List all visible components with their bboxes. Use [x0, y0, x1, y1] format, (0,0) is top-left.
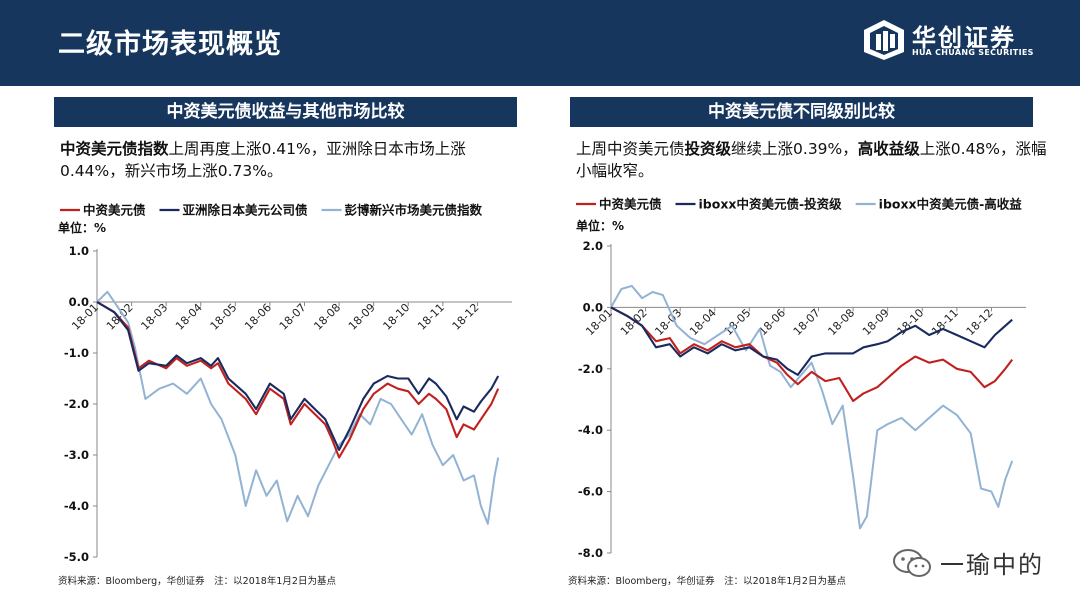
y-tick-label-0: 2.0 — [583, 239, 603, 253]
left-footnote: 资料来源：Bloomberg，华创证券 注：以2018年1月2日为基点 — [58, 576, 336, 587]
x-tick-label-7: 18-08 — [311, 301, 343, 333]
x-tick-label-6: 18-07 — [791, 306, 823, 338]
x-tick-label-2: 18-03 — [138, 301, 170, 333]
left-panel-description: 中资美元债指数上周再度上涨0.41%，亚洲除日本市场上涨0.44%，新兴市场上涨… — [60, 138, 520, 182]
y-tick-label-1: 0.0 — [69, 295, 89, 309]
right-desc-part-1: 上周中资美元债 — [576, 140, 685, 158]
y-tick-label-2: -1.0 — [64, 346, 89, 360]
y-tick-label-3: -2.0 — [64, 397, 89, 411]
series-line-1 — [610, 306, 1013, 376]
x-tick-label-8: 18-09 — [346, 301, 378, 333]
x-tick-label-4: 18-05 — [722, 306, 754, 338]
legend-label-2: iboxx中资美元债-高收益 — [879, 197, 1023, 212]
right-desc-bold-1: 投资级 — [684, 140, 732, 158]
y-tick-label-0: 1.0 — [69, 244, 89, 258]
series-line-1 — [96, 301, 500, 451]
x-tick-label-11: 18-12 — [964, 306, 996, 338]
logo-cube-icon — [864, 20, 904, 60]
watermark-text: 一瑜中的 — [940, 551, 1044, 579]
right-desc-bold-2: 高收益级 — [857, 140, 920, 158]
right-desc-part-2: 继续上涨0.39%， — [731, 140, 858, 158]
y-tick-label-5: -8.0 — [578, 546, 603, 560]
right-desc-part-3: 上涨0.48%，涨幅小幅收窄。 — [576, 140, 1047, 180]
right-panel-description: 上周中资美元债投资级继续上涨0.39%，高收益级上涨0.48%，涨幅小幅收窄。 — [576, 138, 1056, 182]
legend-label-2: 彭博新兴市场美元债指数 — [345, 203, 483, 218]
x-tick-label-9: 18-10 — [381, 301, 413, 333]
logo: 华创证券 HUA CHUANG SECURITIES — [862, 18, 1033, 62]
x-tick-label-8: 18-09 — [860, 306, 892, 338]
left-panel-title: 中资美元债收益与其他市场比较 — [54, 97, 517, 127]
y-tick-label-4: -3.0 — [64, 448, 89, 462]
y-tick-label-5: -4.0 — [64, 499, 89, 513]
x-tick-label-3: 18-04 — [687, 306, 719, 338]
right-footnote: 资料来源：Bloomberg，华创证券 注：以2018年1月2日为基点 — [568, 576, 846, 587]
right-panel-title: 中资美元债不同级别比较 — [570, 97, 1033, 127]
x-tick-label-3: 18-04 — [173, 301, 205, 333]
legend-label-1: 亚洲除日本美元公司债 — [183, 203, 309, 218]
logo-name-cn: 华创证券 — [912, 24, 1016, 52]
watermark: 一瑜中的 — [890, 545, 1060, 581]
x-tick-label-6: 18-07 — [277, 301, 309, 333]
y-tick-label-2: -2.0 — [578, 362, 603, 376]
x-tick-label-1: 18-02 — [618, 306, 650, 338]
left-desc-bold: 中资美元债指数 — [60, 140, 169, 158]
wechat-icon — [893, 549, 931, 577]
legend-label-0: 中资美元债 — [83, 203, 146, 218]
series-line-2 — [96, 290, 500, 525]
y-tick-label-3: -4.0 — [578, 423, 603, 437]
x-tick-label-2: 18-03 — [652, 306, 684, 338]
y-tick-label-1: 0.0 — [583, 300, 603, 314]
unit-label: 单位：% — [576, 218, 624, 233]
series-line-0 — [610, 306, 1014, 403]
y-tick-label-4: -6.0 — [578, 485, 603, 499]
x-tick-label-10: 18-11 — [415, 301, 447, 333]
unit-label: 单位：% — [58, 220, 106, 235]
series-line-0 — [96, 301, 500, 459]
x-tick-label-5: 18-06 — [242, 301, 274, 333]
x-tick-label-7: 18-08 — [825, 306, 857, 338]
series-line-2 — [610, 284, 1014, 530]
y-tick-label-6: -5.0 — [64, 550, 89, 564]
logo-name-en: HUA CHUANG SECURITIES — [912, 48, 1034, 57]
x-tick-label-4: 18-05 — [208, 301, 240, 333]
x-tick-label-11: 18-12 — [450, 301, 482, 333]
left-desc-rest: 上周再度上涨0.41%，亚洲除日本市场上涨0.44%，新兴市场上涨0.73%。 — [60, 140, 466, 180]
header-bar: 二级市场表现概览 华创证券 HUA CHUANG SECURITIES — [0, 0, 1080, 86]
page-title: 二级市场表现概览 — [58, 29, 282, 60]
legend-label-0: 中资美元债 — [599, 197, 662, 212]
legend-label-1: iboxx中资美元债-投资级 — [699, 197, 843, 212]
